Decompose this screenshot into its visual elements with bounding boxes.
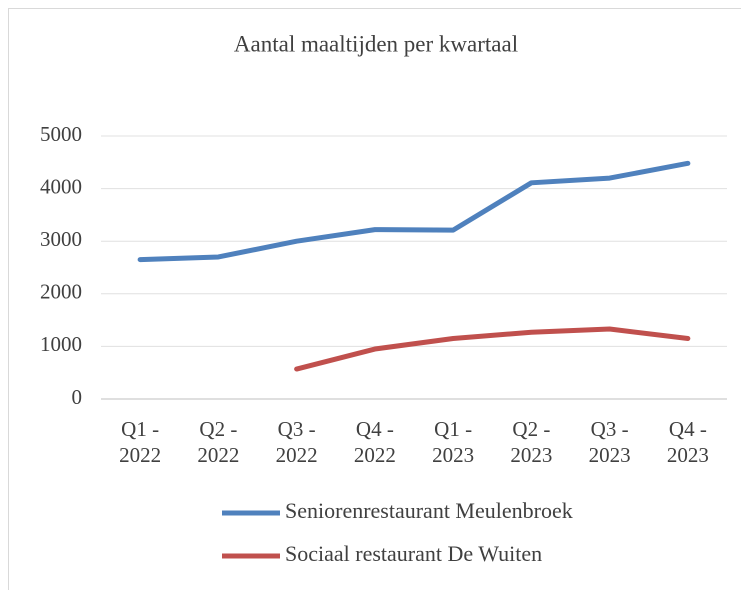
legend-label: Seniorenrestaurant Meulenbroek bbox=[285, 498, 573, 523]
x-tick-label: Q4 - 2022 bbox=[353, 417, 396, 467]
x-tick-label: Q4 - 2023 bbox=[666, 417, 709, 467]
x-tick-label: Q3 - 2022 bbox=[275, 417, 318, 467]
y-tick-label: 4000 bbox=[40, 174, 82, 198]
series-line bbox=[137, 160, 691, 263]
legend-label: Sociaal restaurant De Wuiten bbox=[285, 541, 542, 566]
x-tick-label: Q3 - 2023 bbox=[588, 417, 631, 467]
x-tick-label: Q2 - 2023 bbox=[510, 417, 553, 467]
x-tick-label: Q1 - 2022 bbox=[119, 417, 162, 467]
y-tick-label: 1000 bbox=[40, 332, 82, 356]
series-line bbox=[294, 326, 691, 372]
x-tick-label: Q1 - 2023 bbox=[432, 417, 475, 467]
y-tick-label: 3000 bbox=[40, 227, 82, 251]
chart-frame bbox=[8, 8, 741, 590]
y-tick-label: 0 bbox=[72, 385, 83, 409]
x-tick-label: Q2 - 2022 bbox=[197, 417, 240, 467]
chart-title: Aantal maaltijden per kwartaal bbox=[234, 31, 518, 56]
y-tick-label: 5000 bbox=[40, 122, 82, 146]
y-tick-label: 2000 bbox=[40, 280, 82, 304]
